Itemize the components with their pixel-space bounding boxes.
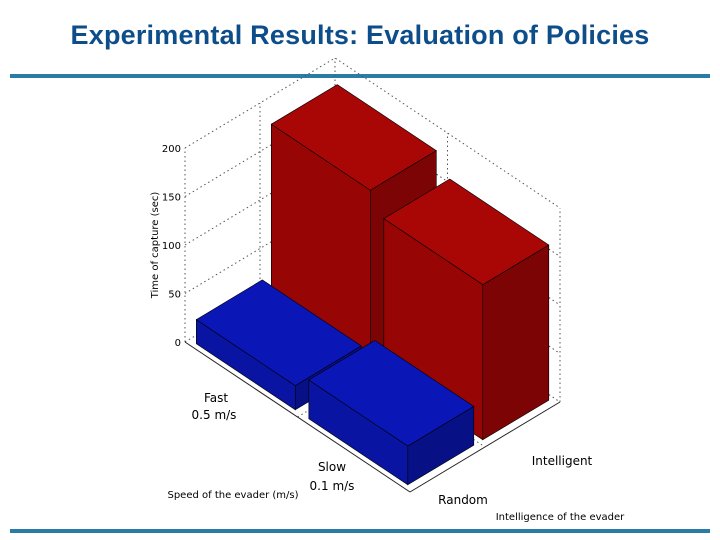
z-tick-label-4: 200 bbox=[162, 144, 181, 155]
z-tick-label-0: 0 bbox=[175, 338, 181, 349]
bar-face-top bbox=[308, 340, 475, 447]
z-tick-label-3: 150 bbox=[162, 193, 181, 204]
y-axis-line bbox=[409, 401, 561, 493]
y-axis-label: Intelligence of the evader bbox=[496, 512, 625, 523]
x-axis-line bbox=[184, 341, 411, 493]
title-divider bbox=[10, 74, 710, 78]
bar-slow-random bbox=[308, 340, 475, 486]
z-axis-label: Time of capture (sec) bbox=[150, 192, 161, 300]
z-tick-label-2: 100 bbox=[162, 241, 181, 252]
y-category-intelligent: Intelligent bbox=[532, 454, 593, 468]
z-tick-label-1: 50 bbox=[168, 290, 181, 301]
footer-divider bbox=[10, 529, 710, 533]
x-category-fast-line1: Fast bbox=[204, 391, 228, 405]
x-axis-label: Speed of the evader (m/s) bbox=[167, 490, 298, 501]
bar-face-top bbox=[383, 178, 550, 285]
chart-labels: Time of capture (sec) Fast 0.5 m/s Slow … bbox=[150, 192, 625, 523]
bar-face-top bbox=[270, 84, 437, 191]
chart-bars bbox=[195, 84, 550, 486]
x-category-slow-line1: Slow bbox=[318, 460, 346, 474]
bar-face-top bbox=[195, 279, 362, 386]
x-category-slow-line2: 0.1 m/s bbox=[310, 479, 355, 493]
x-category-fast-line2: 0.5 m/s bbox=[192, 408, 237, 422]
slide-title: Experimental Results: Evaluation of Poli… bbox=[70, 20, 650, 50]
y-category-random: Random bbox=[438, 493, 488, 507]
